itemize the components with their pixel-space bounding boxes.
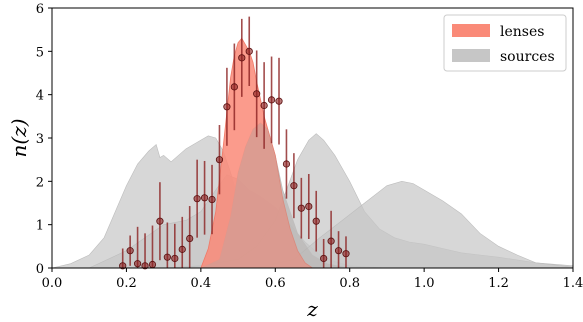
data-point-0 xyxy=(119,262,127,270)
data-point-16 xyxy=(238,54,246,62)
x-tick-label-4: 0.8 xyxy=(339,276,360,291)
data-point-13 xyxy=(215,156,224,164)
data-point-9 xyxy=(186,234,194,243)
y-tick-label-1: 1 xyxy=(36,219,44,234)
y-tick-label-2: 2 xyxy=(36,175,44,190)
data-point-27 xyxy=(320,254,328,263)
data-point-5 xyxy=(156,217,164,225)
data-point-15 xyxy=(230,83,238,91)
data-point-2 xyxy=(133,260,142,268)
data-point-30 xyxy=(342,250,350,258)
data-point-29 xyxy=(334,247,343,255)
x-tick-label-0: 0.0 xyxy=(42,276,63,291)
data-point-17 xyxy=(245,47,253,55)
y-tick-label-6: 6 xyxy=(36,2,44,17)
x-tick-label-7: 1.4 xyxy=(563,276,583,291)
data-point-23 xyxy=(290,182,298,190)
x-tick-label-5: 1.0 xyxy=(414,276,435,291)
y-tick-label-5: 5 xyxy=(36,45,44,60)
legend-label-lenses: lenses xyxy=(500,24,544,40)
data-point-18 xyxy=(253,90,261,98)
data-point-12 xyxy=(208,195,216,204)
legend-swatch-lenses xyxy=(452,24,490,37)
data-point-25 xyxy=(305,202,313,211)
y-axis-label: n(z) xyxy=(7,118,31,157)
distribution-areas xyxy=(51,37,574,269)
data-point-26 xyxy=(312,217,320,225)
legend: lenses sources xyxy=(443,14,567,72)
legend-label-sources: sources xyxy=(500,49,555,65)
legend-swatch-sources xyxy=(452,49,490,62)
data-point-11 xyxy=(200,194,209,202)
data-point-8 xyxy=(178,245,186,253)
y-tick-label-0: 0 xyxy=(36,262,44,277)
data-point-20 xyxy=(267,96,276,104)
sources-area-4 xyxy=(256,181,574,269)
axis-ticks: 0.0 0.2 0.4 0.6 0.8 1.0 1.2 1.4 0 1 2 3 4 5 6 xyxy=(36,2,583,291)
data-point-28 xyxy=(327,237,335,245)
data-point-24 xyxy=(297,204,305,212)
x-tick-label-3: 0.6 xyxy=(265,276,286,291)
y-tick-label-3: 3 xyxy=(36,132,44,147)
data-point-14 xyxy=(223,103,231,111)
data-point-21 xyxy=(275,97,283,105)
data-point-6 xyxy=(163,253,171,261)
data-point-7 xyxy=(171,254,179,263)
data-point-22 xyxy=(282,160,291,168)
x-tick-label-2: 0.4 xyxy=(191,276,212,291)
x-axis-label: z xyxy=(306,297,318,321)
data-point-4 xyxy=(148,260,157,269)
measurement-points xyxy=(119,16,350,270)
sources-overlay-0 xyxy=(200,122,350,268)
y-tick-label-4: 4 xyxy=(36,89,44,104)
data-point-19 xyxy=(260,101,268,110)
data-point-1 xyxy=(126,247,134,255)
data-point-10 xyxy=(193,195,201,203)
x-tick-label-1: 0.2 xyxy=(116,276,137,291)
x-tick-label-6: 1.2 xyxy=(488,276,509,291)
data-point-3 xyxy=(141,262,149,270)
